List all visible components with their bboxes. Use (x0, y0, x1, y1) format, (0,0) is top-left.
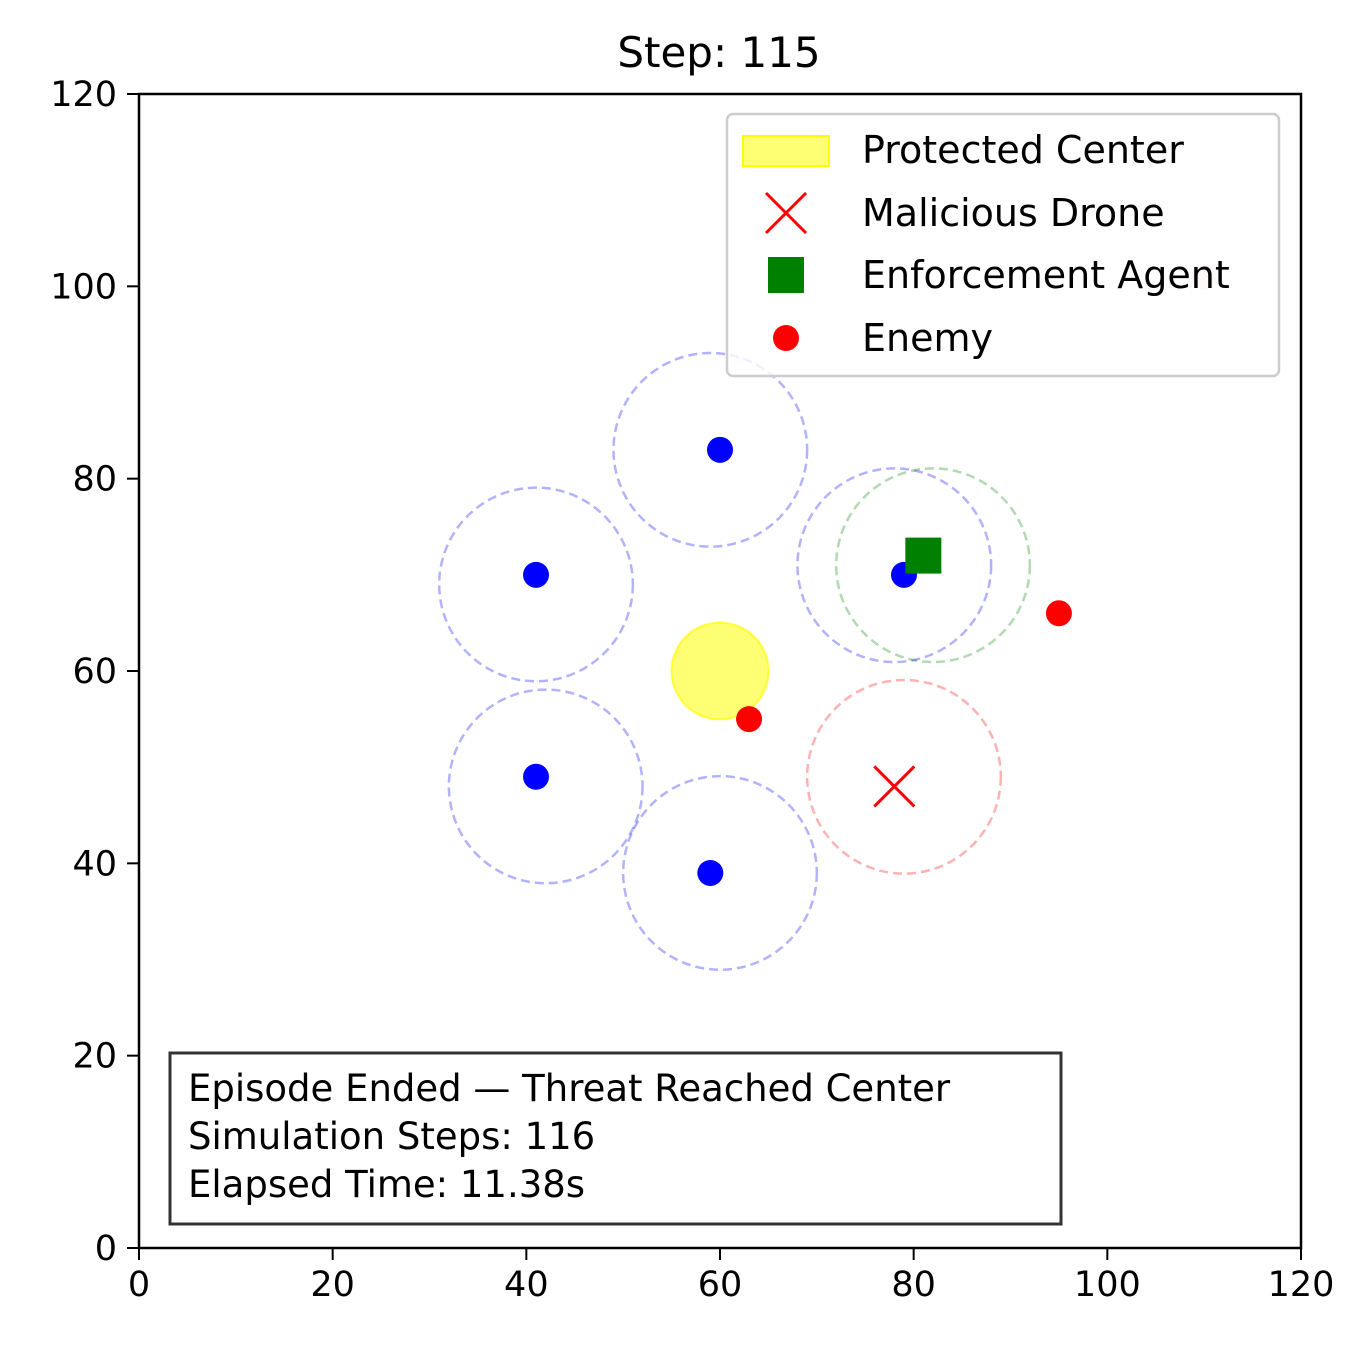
enforcement-agent-range-circle (834, 467, 1032, 664)
y-tick-label: 120 (50, 75, 117, 115)
legend-handle-malicious-drone (764, 191, 808, 235)
blue-agent-point (523, 561, 550, 588)
chart-title: Step: 115 (617, 28, 820, 77)
blue-agent-range-circle (437, 486, 635, 683)
info-box: Episode Ended — Threat Reached Center Sim… (168, 1051, 1063, 1226)
y-tick-label: 60 (72, 652, 117, 692)
x-tick-label: 80 (891, 1265, 936, 1305)
y-tick-label: 20 (72, 1037, 117, 1077)
x-tick-label: 120 (1268, 1265, 1335, 1305)
legend-handle-enemy (773, 325, 799, 351)
enemy-point (1045, 600, 1072, 627)
legend-frame (725, 112, 1281, 378)
legend-handle-protected-center (742, 135, 830, 167)
info-box-line: Episode Ended — Threat Reached Center (188, 1067, 951, 1110)
plot-area (437, 263, 1218, 972)
enemy-point (736, 706, 763, 733)
info-box-line: Simulation Steps: 116 (188, 1115, 595, 1158)
y-tick-label: 100 (50, 267, 117, 307)
protected-center-area (670, 621, 770, 721)
legend-label: Protected Center (862, 128, 1184, 172)
x-tick-label: 0 (128, 1265, 150, 1305)
axes: 0 20 40 60 80 100 120 0 20 40 60 80 100 120 (50, 75, 1334, 1305)
malicious-drone-range-circle (805, 678, 1003, 875)
legend-handle-enforcement-agent (768, 257, 804, 293)
x-tick-label: 60 (698, 1265, 743, 1305)
x-tick-label: 20 (310, 1265, 355, 1305)
y-tick-label: 40 (72, 844, 117, 884)
blue-agent-range-circle (612, 351, 809, 548)
legend-label: Enemy (862, 316, 993, 360)
legend-label: Malicious Drone (862, 191, 1165, 235)
y-tick-label: 0 (95, 1229, 117, 1269)
enforcement-agent-marker (905, 537, 942, 574)
x-tick-label: 40 (504, 1265, 549, 1305)
blue-agent-point (523, 763, 550, 790)
y-tick-label: 80 (72, 460, 117, 500)
malicious-drone-marker (873, 765, 916, 808)
x-tick-label: 100 (1074, 1265, 1141, 1305)
blue-agent-range-circle (447, 688, 644, 885)
blue-agent-range-circle (796, 467, 993, 664)
blue-agent-range-circle (621, 774, 819, 972)
blue-agent-point (707, 436, 733, 463)
blue-agent-point (697, 859, 724, 886)
legend-handle-stroke (764, 191, 808, 235)
info-box-line: Elapsed Time: 11.38s (188, 1163, 585, 1206)
legend: Protected Center Malicious Drone Enforceme… (725, 112, 1281, 378)
info-box-frame (168, 1051, 1063, 1226)
malicious-drone-stroke (873, 765, 916, 808)
legend-label: Enforcement Agent (862, 253, 1230, 297)
